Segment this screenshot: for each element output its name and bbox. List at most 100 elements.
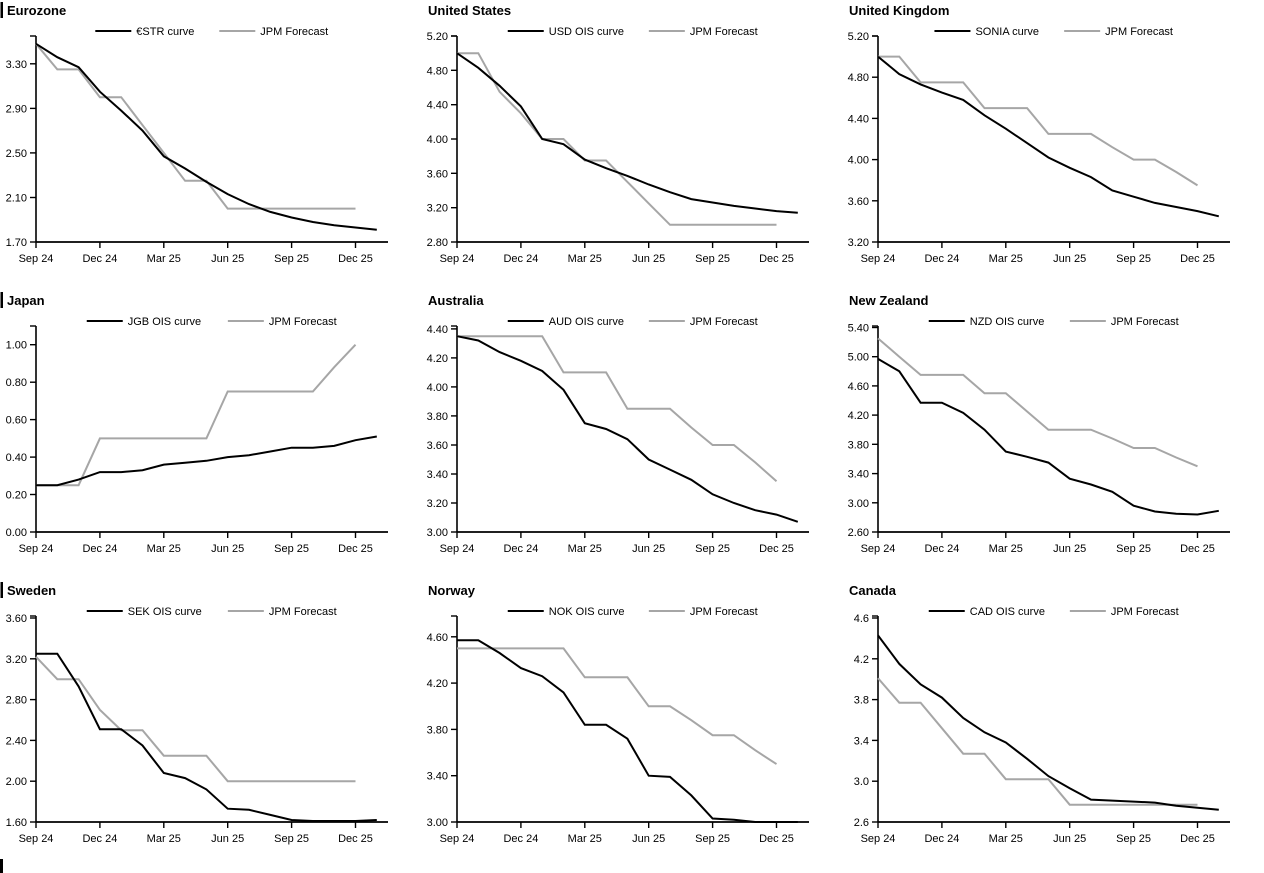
- y-tick-label: 4.80: [427, 65, 448, 77]
- chart-svg: Australia AUD OIS curve JPM Forecast 3.00 3.…: [427, 293, 809, 555]
- x-tick-label: Dec 25: [338, 543, 373, 555]
- y-tick-label: 4.00: [427, 134, 448, 146]
- y-tick-label: 4.60: [848, 381, 869, 393]
- chart-title: Norway: [428, 583, 476, 598]
- series-line-forecast: [877, 337, 1198, 468]
- y-tick-label: 5.00: [848, 352, 869, 364]
- series-line-forecast: [35, 656, 356, 783]
- y-tick-label: 3.30: [6, 59, 27, 71]
- chart-title: Australia: [428, 293, 484, 308]
- series-line-forecast: [36, 344, 357, 487]
- legend-label-main: AUD OIS curve: [549, 316, 624, 328]
- y-tick-label: 4.6: [854, 613, 869, 625]
- y-tick-label: 4.00: [848, 155, 869, 167]
- x-tick-label: Mar 25: [989, 833, 1023, 845]
- series-line-main: [36, 652, 377, 822]
- x-tick-label: Sep 24: [861, 253, 896, 265]
- x-tick-label: Dec 24: [82, 253, 117, 265]
- y-tick-label: 3.40: [427, 469, 448, 481]
- series-line-main: [36, 435, 377, 487]
- chart-panel-norway: Norway NOK OIS curve JPM Forecast 3.00 3.40 3…: [421, 580, 842, 873]
- chart-title: United Kingdom: [849, 3, 949, 18]
- chart-svg: Eurozone €STR curve JPM Forecast 1.70 2.10 2.…: [0, 2, 388, 265]
- x-tick-label: Mar 25: [568, 543, 602, 555]
- x-tick-label: Jun 25: [1053, 543, 1086, 555]
- y-tick-label: 3.80: [427, 724, 448, 736]
- series-line-forecast: [457, 647, 778, 765]
- y-tick-label: 1.00: [6, 340, 27, 352]
- x-tick-label: Dec 25: [338, 833, 373, 845]
- legend-label-forecast: JPM Forecast: [690, 26, 758, 38]
- y-tick-label: 0.00: [6, 527, 27, 539]
- series-line-main: [877, 358, 1219, 516]
- y-tick-label: 2.00: [6, 776, 27, 788]
- y-tick-label: 4.40: [427, 324, 448, 336]
- y-tick-label: 3.20: [848, 237, 869, 249]
- x-tick-label: Jun 25: [211, 253, 244, 265]
- y-tick-label: 5.20: [427, 31, 448, 43]
- y-tick-label: 4.20: [848, 410, 869, 422]
- y-tick-label: 3.20: [6, 654, 27, 666]
- x-tick-label: Sep 25: [274, 253, 309, 265]
- x-tick-label: Sep 24: [861, 833, 896, 845]
- y-tick-label: 3.00: [848, 498, 869, 510]
- y-tick-label: 4.60: [427, 632, 448, 644]
- chart-panel-sweden: Sweden SEK OIS curve JPM Forecast 1.60 2.00 2…: [0, 580, 421, 873]
- y-tick-label: 3.60: [6, 613, 27, 625]
- x-tick-label: Sep 24: [440, 253, 475, 265]
- legend-label-main: €STR curve: [136, 26, 194, 38]
- chart-svg: United Kingdom SONIA curve JPM Forecast 3.2…: [848, 3, 1230, 265]
- legend-label-main: JGB OIS curve: [128, 316, 201, 328]
- x-tick-label: Dec 25: [759, 543, 794, 555]
- x-tick-label: Sep 24: [19, 253, 54, 265]
- x-tick-label: Sep 24: [19, 833, 54, 845]
- legend-label-main: SEK OIS curve: [128, 606, 202, 618]
- x-tick-label: Jun 25: [632, 253, 665, 265]
- y-tick-label: 4.2: [854, 654, 869, 666]
- y-tick-label: 1.70: [6, 237, 27, 249]
- x-tick-label: Dec 25: [759, 833, 794, 845]
- x-tick-label: Sep 25: [1116, 543, 1151, 555]
- y-tick-label: 0.20: [6, 490, 27, 502]
- legend-label-main: CAD OIS curve: [970, 606, 1045, 618]
- y-tick-label: 3.60: [427, 168, 448, 180]
- series-line-forecast: [878, 55, 1199, 187]
- legend-label-forecast: JPM Forecast: [269, 606, 337, 618]
- x-tick-label: Sep 25: [1116, 833, 1151, 845]
- legend-label-forecast: JPM Forecast: [260, 26, 328, 38]
- chart-title: Japan: [7, 293, 45, 308]
- x-tick-label: Sep 25: [695, 833, 730, 845]
- chart-title: Sweden: [7, 583, 56, 598]
- section-bar: [0, 292, 3, 308]
- x-tick-label: Jun 25: [211, 833, 244, 845]
- y-tick-label: 5.40: [848, 323, 869, 335]
- x-tick-label: Dec 24: [924, 833, 959, 845]
- legend-label-forecast: JPM Forecast: [690, 316, 758, 328]
- x-tick-label: Mar 25: [147, 253, 181, 265]
- x-tick-label: Dec 24: [924, 253, 959, 265]
- y-tick-label: 3.0: [854, 776, 869, 788]
- x-tick-label: Jun 25: [211, 543, 244, 555]
- x-tick-label: Sep 25: [274, 543, 309, 555]
- y-tick-label: 3.4: [854, 735, 869, 747]
- chart-title: New Zealand: [849, 293, 929, 308]
- chart-svg: Japan JGB OIS curve JPM Forecast 0.00 0.20 0.…: [0, 292, 388, 555]
- chart-panel-australia: Australia AUD OIS curve JPM Forecast 3.00 3.…: [421, 290, 842, 580]
- legend-label-main: SONIA curve: [975, 26, 1039, 38]
- y-tick-label: 2.80: [427, 237, 448, 249]
- section-bar: [0, 582, 3, 598]
- y-tick-label: 3.40: [427, 771, 448, 783]
- y-tick-label: 2.50: [6, 148, 27, 160]
- chart-title: United States: [428, 3, 511, 18]
- y-tick-label: 5.20: [848, 31, 869, 43]
- y-tick-label: 4.20: [427, 353, 448, 365]
- series-line-forecast: [457, 52, 777, 226]
- x-tick-label: Jun 25: [1053, 253, 1086, 265]
- x-tick-label: Mar 25: [147, 833, 181, 845]
- legend-label-forecast: JPM Forecast: [1105, 26, 1173, 38]
- legend-label-forecast: JPM Forecast: [690, 606, 758, 618]
- y-tick-label: 2.90: [6, 103, 27, 115]
- chart-title: Canada: [849, 583, 897, 598]
- series-line-main: [877, 634, 1219, 811]
- chart-svg: Sweden SEK OIS curve JPM Forecast 1.60 2.00 2…: [0, 582, 388, 845]
